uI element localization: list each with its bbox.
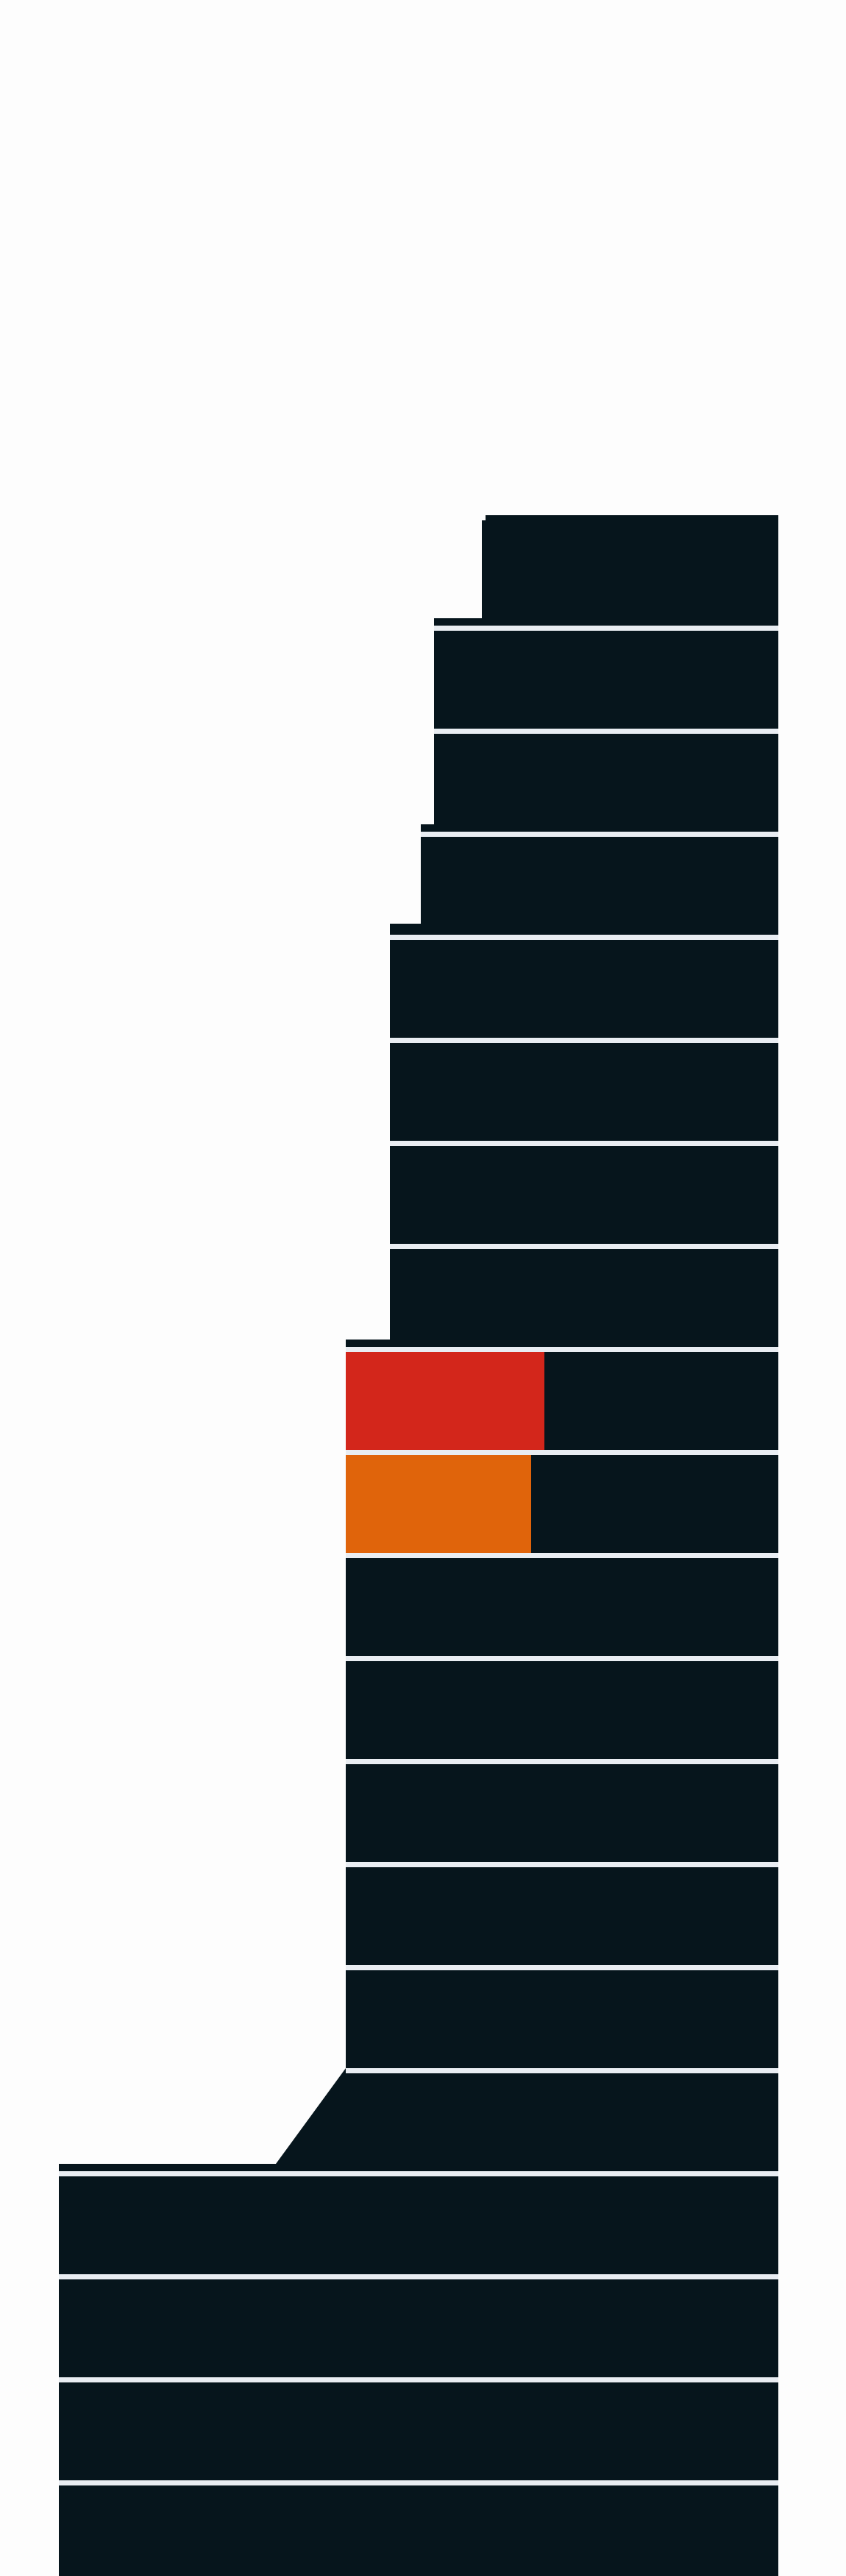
floor-divider	[434, 729, 778, 734]
floor-divider	[346, 1347, 778, 1352]
floor-divider	[346, 1656, 778, 1661]
floor-highlight-floor-11	[346, 1455, 531, 1553]
floor-divider	[59, 2480, 778, 2485]
floor-divider	[390, 1141, 778, 1146]
floor-divider	[346, 1862, 778, 1867]
floor-divider	[390, 1244, 778, 1249]
floor-divider	[434, 626, 778, 631]
floor-divider	[346, 1965, 778, 1970]
floor-divider	[59, 2377, 778, 2382]
floor-divider-layer	[59, 626, 778, 2485]
floor-divider	[390, 1038, 778, 1043]
roof-notch	[482, 520, 491, 618]
highlight-layer	[346, 1352, 544, 1553]
floor-divider	[390, 935, 778, 940]
floor-divider	[59, 2171, 778, 2176]
floor-divider	[59, 2274, 778, 2279]
floor-divider	[346, 1759, 778, 1764]
floor-divider	[421, 832, 778, 837]
floor-highlight-floor-12	[346, 1352, 544, 1450]
floor-divider	[346, 1450, 778, 1455]
floor-divider	[346, 1553, 778, 1558]
floor-divider	[346, 2068, 778, 2073]
